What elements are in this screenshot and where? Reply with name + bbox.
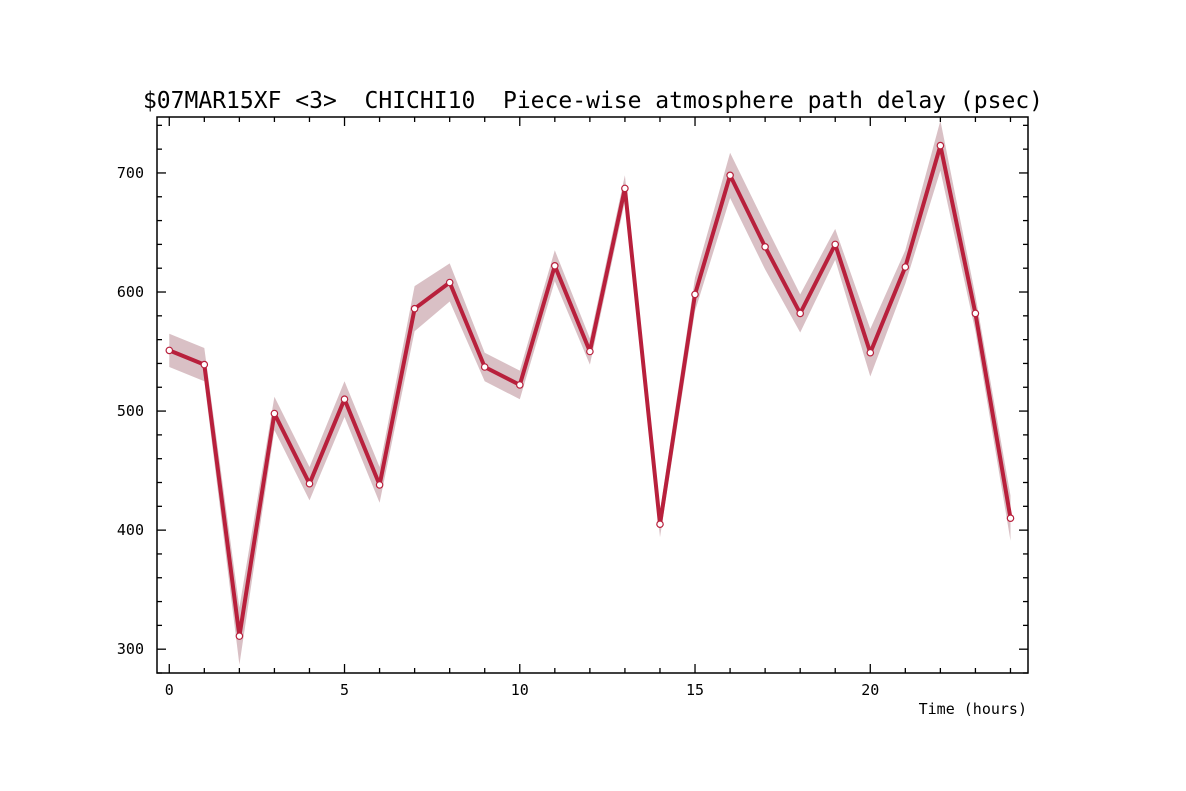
data-point: [480, 363, 489, 371]
x-tick-label: 0: [165, 681, 174, 699]
axis-ticks: [157, 117, 1028, 674]
data-point: [270, 409, 279, 418]
x-tick-label: 20: [861, 681, 879, 699]
error-band-layer: [169, 120, 1011, 665]
y-tick-label: 400: [117, 521, 144, 539]
data-point: [1006, 514, 1015, 523]
x-tick-label: 5: [340, 681, 349, 699]
chart-title: $07MAR15XF <3> CHICHI10 Piece-wise atmos…: [143, 88, 1043, 114]
data-point: [410, 304, 419, 313]
data-point: [691, 290, 699, 299]
data-point: [901, 263, 910, 271]
series-line-layer: [168, 143, 1013, 639]
data-point: [515, 381, 524, 389]
data-point: [165, 346, 174, 355]
data-point: [866, 348, 875, 357]
data-point: [621, 184, 629, 193]
x-tick-label: 10: [511, 681, 529, 699]
axis-tick-labels: 0 5 10 15 20 300 400 500 600 700: [117, 164, 879, 699]
x-tick-label: 15: [686, 681, 704, 699]
data-point: [831, 240, 840, 249]
y-tick-label: 300: [117, 640, 144, 658]
data-point: [305, 479, 314, 488]
data-point: [445, 278, 454, 287]
data-point: [761, 243, 769, 251]
data-point: [586, 347, 594, 356]
data-point: [726, 171, 734, 180]
data-point: [200, 360, 209, 369]
data-point: [340, 395, 349, 404]
data-point: [550, 261, 559, 270]
data-point-layer: [165, 141, 1015, 640]
series-line: [168, 143, 1013, 639]
x-axis-label: Time (hours): [919, 700, 1027, 718]
data-point: [375, 481, 384, 489]
data-point: [971, 309, 980, 318]
y-tick-label: 700: [117, 164, 144, 182]
y-tick-label: 600: [117, 283, 144, 301]
error-band: [169, 120, 1011, 665]
data-point: [936, 141, 945, 150]
plot-frame: [156, 116, 1029, 674]
y-tick-label: 500: [117, 402, 144, 420]
data-point: [796, 309, 805, 318]
data-point: [235, 632, 244, 640]
data-point: [656, 520, 664, 529]
